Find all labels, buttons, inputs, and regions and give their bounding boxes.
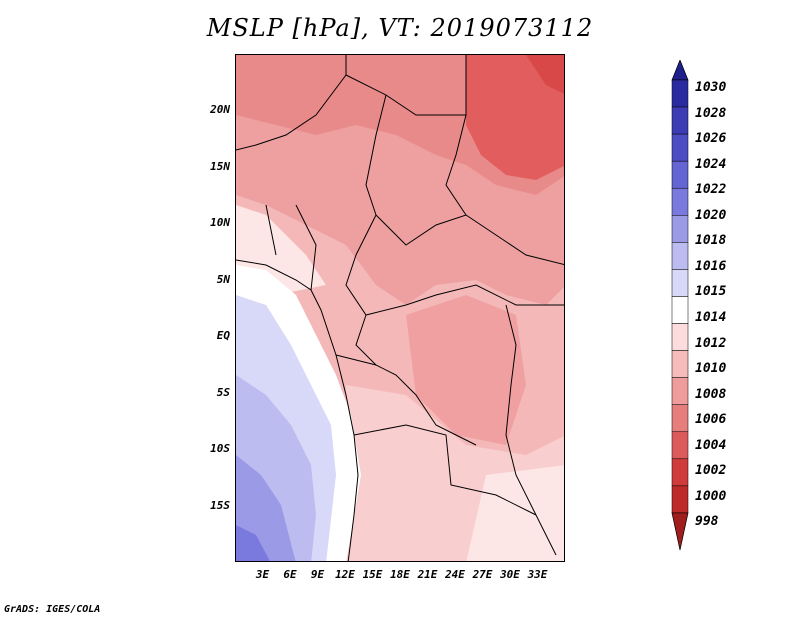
colorbar-level-label: 1018 — [695, 233, 727, 249]
colorbar-level-label: 1028 — [695, 105, 727, 121]
lon-tick-label: 6E — [283, 568, 297, 581]
lat-tick-label: 15N — [210, 159, 230, 173]
colorbar-bottom-arrow — [671, 512, 689, 551]
colorbar — [671, 60, 689, 551]
lon-tick-label: 33E — [527, 568, 548, 581]
pressure-field — [236, 55, 564, 561]
lat-tick-label: 20N — [210, 103, 230, 117]
colorbar-level-label: 1015 — [695, 284, 727, 300]
colorbar-swatch — [671, 242, 689, 270]
colorbar-level-label: 998 — [695, 514, 719, 530]
colorbar-swatch — [671, 133, 689, 162]
colorbar-level-label: 1008 — [695, 386, 727, 402]
colorbar-level-label: 1006 — [695, 412, 727, 428]
colorbar-swatch — [671, 377, 689, 405]
colorbar-swatch — [671, 458, 689, 487]
pressure-map — [235, 54, 565, 562]
colorbar-level-label: 1026 — [695, 131, 727, 147]
colorbar-level-label: 1000 — [695, 488, 727, 504]
colorbar-swatch — [671, 160, 689, 189]
colorbar-level-label: 1010 — [695, 361, 727, 377]
grads-credit: GrADS: IGES/COLA — [4, 604, 101, 615]
colorbar-swatch — [671, 79, 689, 108]
colorbar-swatch — [671, 350, 689, 378]
colorbar-swatch — [671, 296, 689, 324]
colorbar-swatch — [671, 269, 689, 297]
pressure-low-1004 — [466, 55, 564, 180]
colorbar-swatch — [671, 323, 689, 351]
colorbar-level-label: 1004 — [695, 437, 727, 453]
lon-tick-label: 21E — [417, 568, 438, 581]
pressure-band-1013 — [466, 465, 564, 561]
lon-tick-label: 12E — [335, 568, 355, 581]
lon-tick-label: 27E — [472, 568, 493, 581]
lon-tick-label: 15E — [362, 568, 383, 581]
lat-tick-label: 10S — [210, 442, 230, 456]
lat-tick-label: 5N — [216, 272, 230, 286]
lon-tick-label: 18E — [390, 568, 410, 581]
colorbar-swatch — [671, 106, 689, 135]
colorbar-level-label: 1022 — [695, 182, 727, 198]
colorbar-level-label: 1012 — [695, 335, 727, 351]
pressure-band-1020 — [236, 525, 270, 561]
lon-tick-label: 30E — [500, 568, 520, 581]
colorbar-level-label: 1002 — [695, 463, 727, 479]
colorbar-level-label: 1030 — [695, 80, 727, 95]
lat-tick-label: 5S — [216, 385, 230, 399]
colorbar-swatch — [671, 187, 689, 216]
map-title: MSLP [hPa], VT: 2019073112 — [206, 14, 594, 42]
colorbar-level-label: 1020 — [695, 207, 727, 223]
colorbar-swatch — [671, 215, 689, 243]
lon-tick-label: 3E — [255, 568, 270, 581]
borders — [236, 55, 564, 561]
colorbar-swatch — [671, 431, 689, 460]
lat-tick-label: EQ — [216, 329, 230, 343]
colorbar-level-label: 1024 — [695, 156, 727, 172]
congo-basin-1008 — [406, 295, 526, 445]
lon-tick-label: 24E — [445, 568, 465, 581]
lat-tick-label: 10N — [210, 216, 230, 230]
colorbar-top-arrow — [671, 60, 689, 81]
colorbar-level-label: 1014 — [695, 310, 727, 325]
pressure-low-1002 — [526, 55, 564, 94]
lat-tick-label: 15S — [210, 498, 230, 512]
lon-tick-label: 9E — [310, 568, 325, 581]
colorbar-swatch — [671, 485, 689, 514]
colorbar-swatch — [671, 404, 689, 433]
colorbar-level-label: 1016 — [695, 258, 727, 274]
